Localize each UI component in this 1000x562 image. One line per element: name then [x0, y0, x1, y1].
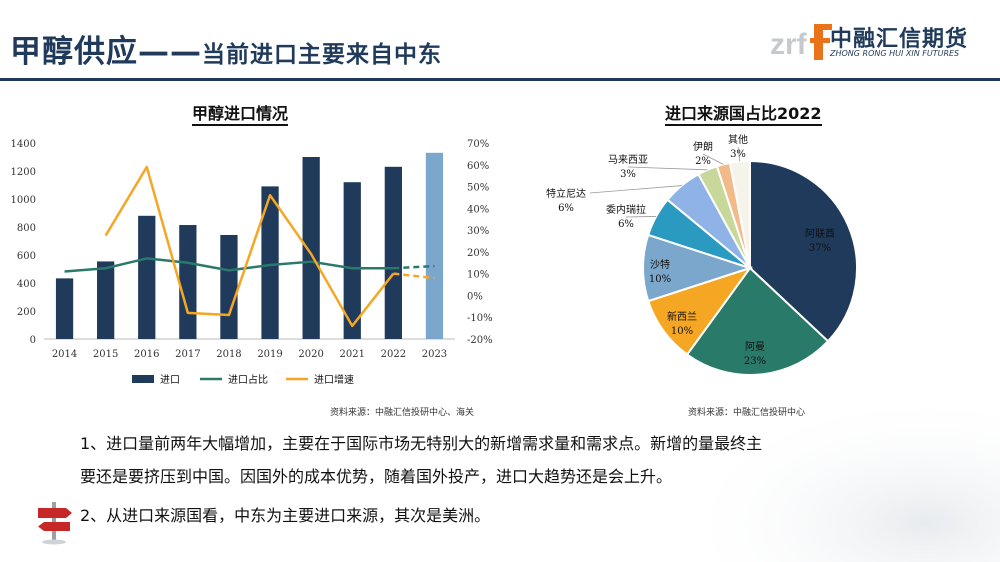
pie-slice-pct: 6%	[558, 203, 574, 214]
pie-slice-pct: 6%	[618, 219, 634, 230]
y2-tick-label: 10%	[467, 270, 489, 281]
line-import-share-forecast	[393, 264, 435, 270]
y2-tick-label: 30%	[467, 226, 489, 237]
y2-tick-label: 60%	[467, 161, 489, 172]
body-line-1: 1、进口量前两年大幅增加，主要在于国际市场无特别大的新增需求量和需求点。新增的量…	[80, 434, 763, 453]
y-tick-label: 0	[30, 335, 36, 346]
y-tick-label: 200	[17, 307, 36, 318]
pie-leader-line	[625, 216, 657, 218]
bar-import	[220, 234, 238, 339]
page-title: 甲醇供应——当前进口主要来自中东	[10, 26, 442, 71]
line-import-growth	[104, 165, 395, 328]
y2-tick-label: 40%	[467, 204, 489, 215]
x-tick-label: 2023	[422, 349, 447, 360]
legend-swatch	[132, 375, 154, 383]
pie-slice	[749, 159, 858, 343]
pie-slice-label: 阿联酋	[805, 227, 835, 240]
pie-slice-pct: 2%	[695, 156, 711, 167]
pie-slice-label: 阿曼	[745, 341, 765, 353]
x-tick-label: 2019	[257, 349, 282, 360]
pie-slice-label: 沙特	[650, 259, 670, 271]
page-title-sub: 当前进口主要来自中东	[202, 42, 442, 68]
pie-slice-label: 马来西亚	[608, 154, 648, 166]
y2-tick-label: -20%	[467, 335, 493, 346]
y-tick-label: 400	[17, 279, 36, 290]
body-line-3: 2、从进口来源国看，中东为主要进口来源，其次是美洲。	[80, 506, 491, 525]
bar-import	[261, 186, 279, 339]
y2-tick-label: 0%	[467, 291, 483, 302]
bar-import	[55, 278, 74, 339]
x-tick-label: 2021	[340, 349, 365, 360]
bar-import	[343, 182, 361, 339]
x-tick-label: 2018	[216, 349, 241, 360]
pie-slice-pct: 37%	[809, 243, 831, 254]
y2-tick-label: 70%	[467, 139, 489, 150]
body-line-2: 要还是要挤压到中国。因国外的成本优势，随着国外投产，进口大趋势还是会上升。	[80, 467, 673, 486]
x-tick-label: 2020	[298, 349, 323, 360]
pie-slice-label: 伊朗	[693, 141, 713, 153]
y-tick-label: 1200	[11, 167, 36, 178]
pie-slice-pct: 3%	[620, 169, 636, 180]
pie-leader-line	[627, 166, 708, 171]
company-logo-icon: zrf	[770, 24, 832, 61]
y-tick-label: 1000	[11, 195, 36, 206]
y2-tick-label: 50%	[467, 183, 489, 194]
y2-tick-label: 20%	[467, 248, 489, 259]
page-title-main: 甲醇供应——	[10, 34, 202, 70]
y-tick-label: 600	[17, 251, 36, 262]
pie-slice	[685, 266, 830, 376]
pie-slice-label: 委内瑞拉	[606, 203, 646, 216]
bar-chart-source: 资料来源：中融汇信投研中心、海关	[330, 408, 475, 418]
pie-leader-line	[702, 153, 724, 165]
legend-label: 进口增速	[314, 373, 354, 386]
pie-leader-line	[589, 185, 682, 194]
x-tick-label: 2015	[93, 349, 118, 360]
bar-import	[425, 152, 444, 339]
title-divider	[0, 78, 1000, 81]
x-tick-label: 2016	[134, 349, 159, 360]
logo-cn-text: 中融汇信期货	[830, 27, 969, 52]
import-combo-chart: 0 200 400 600 800 1000 1200 1400 -20% -10% 0% 10% 20…	[11, 139, 493, 386]
bar-import	[384, 166, 402, 339]
y-tick-label: 1400	[11, 139, 36, 150]
bar-import	[179, 225, 197, 339]
pie-slice-pct: 10%	[671, 326, 693, 337]
y-tick-label: 800	[17, 223, 36, 234]
pie-leader-line	[737, 146, 741, 162]
x-tick-label: 2022	[381, 349, 406, 360]
line-import-share	[64, 257, 394, 273]
legend-label: 进口占比	[228, 373, 268, 386]
pie-slice-pct: 10%	[649, 274, 671, 285]
y2-tick-label: -10%	[467, 313, 493, 324]
pie-slice-pct: 3%	[730, 149, 746, 160]
bar-chart-title: 甲醇进口情况	[192, 104, 289, 126]
signpost-icon	[38, 502, 72, 545]
x-tick-label: 2014	[52, 349, 77, 360]
logo-en-text: ZHONG RONG HUI XIN FUTURES	[830, 49, 960, 58]
legend-label: 进口	[160, 374, 180, 386]
bar-import	[302, 157, 320, 339]
pie-slice-label: 其他	[728, 133, 748, 146]
logo-mark-text: zrf	[770, 28, 808, 61]
x-tick-label: 2017	[175, 349, 200, 360]
pie-slice-pct: 23%	[744, 356, 766, 367]
line-import-growth-forecast	[393, 272, 435, 280]
bar-import	[97, 261, 115, 339]
import-source-pie-chart: 阿联酋 37% 阿曼 23% 新西兰 10% 沙特 10% 委内瑞拉 6% 特立尼达 6% 马来西亚 3%…	[546, 133, 858, 376]
bar-import	[138, 215, 156, 339]
pie-slice-label: 新西兰	[667, 310, 697, 323]
pie-chart-source: 资料来源：中融汇信投研中心	[688, 408, 806, 418]
pie-slice-label: 特立尼达	[546, 187, 586, 200]
pie-chart-title: 进口来源国占比2022	[665, 104, 822, 126]
